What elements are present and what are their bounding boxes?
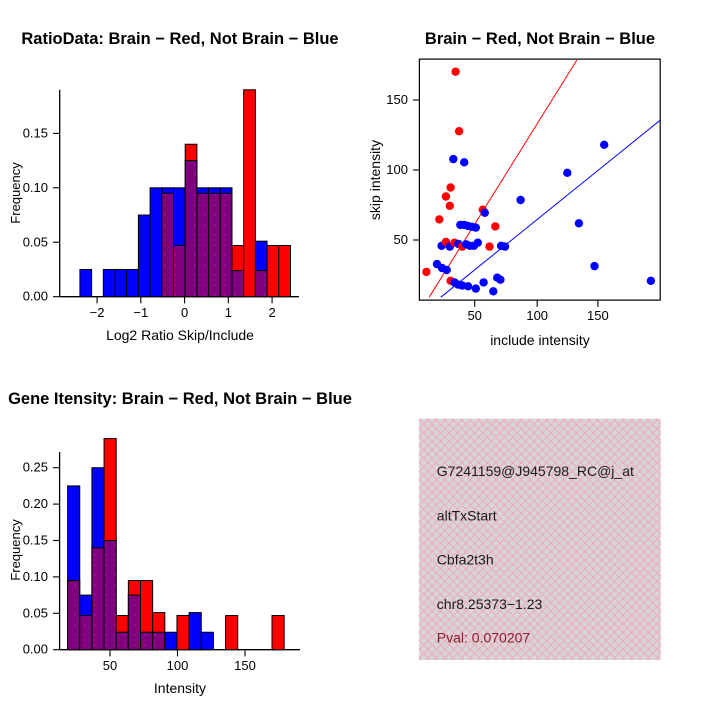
svg-text:0.15: 0.15 xyxy=(23,533,48,548)
svg-text:Brain − Red, Not Brain − Blue: Brain − Red, Not Brain − Blue xyxy=(425,30,655,48)
svg-text:150: 150 xyxy=(587,308,609,323)
svg-text:100: 100 xyxy=(526,308,548,323)
svg-text:0.20: 0.20 xyxy=(23,496,48,511)
svg-text:0.25: 0.25 xyxy=(23,460,48,475)
svg-text:Cbfa2t3h: Cbfa2t3h xyxy=(437,552,494,568)
svg-text:Log2 Ratio Skip/Include: Log2 Ratio Skip/Include xyxy=(106,327,254,343)
svg-text:0.10: 0.10 xyxy=(23,569,48,584)
svg-text:150: 150 xyxy=(234,658,256,673)
svg-text:Intensity: Intensity xyxy=(154,680,206,696)
svg-text:150: 150 xyxy=(386,92,408,107)
svg-text:0.10: 0.10 xyxy=(23,180,48,195)
svg-text:100: 100 xyxy=(167,658,189,673)
svg-text:skip intensity: skip intensity xyxy=(367,140,383,220)
svg-text:50: 50 xyxy=(103,658,117,673)
svg-text:0.15: 0.15 xyxy=(23,125,48,140)
svg-text:1: 1 xyxy=(225,305,232,320)
svg-text:Frequency: Frequency xyxy=(8,519,23,581)
svg-text:50: 50 xyxy=(394,232,408,247)
svg-text:include intensity: include intensity xyxy=(490,332,590,348)
svg-text:0.05: 0.05 xyxy=(23,605,48,620)
svg-text:chr8.25373−1.23: chr8.25373−1.23 xyxy=(437,596,543,612)
svg-text:G7241159@J945798_RC@j_at: G7241159@J945798_RC@j_at xyxy=(437,463,634,479)
svg-text:RatioData: Brain − Red, Not Br: RatioData: Brain − Red, Not Brain − Blue xyxy=(21,30,338,48)
svg-text:0.00: 0.00 xyxy=(23,642,48,657)
svg-text:0: 0 xyxy=(181,305,188,320)
svg-text:Frequency: Frequency xyxy=(8,162,23,224)
svg-text:altTxStart: altTxStart xyxy=(437,508,497,524)
svg-text:0.00: 0.00 xyxy=(23,289,48,304)
svg-text:0.05: 0.05 xyxy=(23,234,48,249)
svg-text:100: 100 xyxy=(386,162,408,177)
svg-text:Gene Itensity: Brain − Red, No: Gene Itensity: Brain − Red, Not Brain − … xyxy=(8,390,352,408)
svg-text:−1: −1 xyxy=(133,305,148,320)
svg-text:Pval: 0.070207: Pval: 0.070207 xyxy=(437,630,531,646)
svg-text:2: 2 xyxy=(268,305,275,320)
svg-text:−2: −2 xyxy=(90,305,105,320)
svg-text:50: 50 xyxy=(467,308,481,323)
